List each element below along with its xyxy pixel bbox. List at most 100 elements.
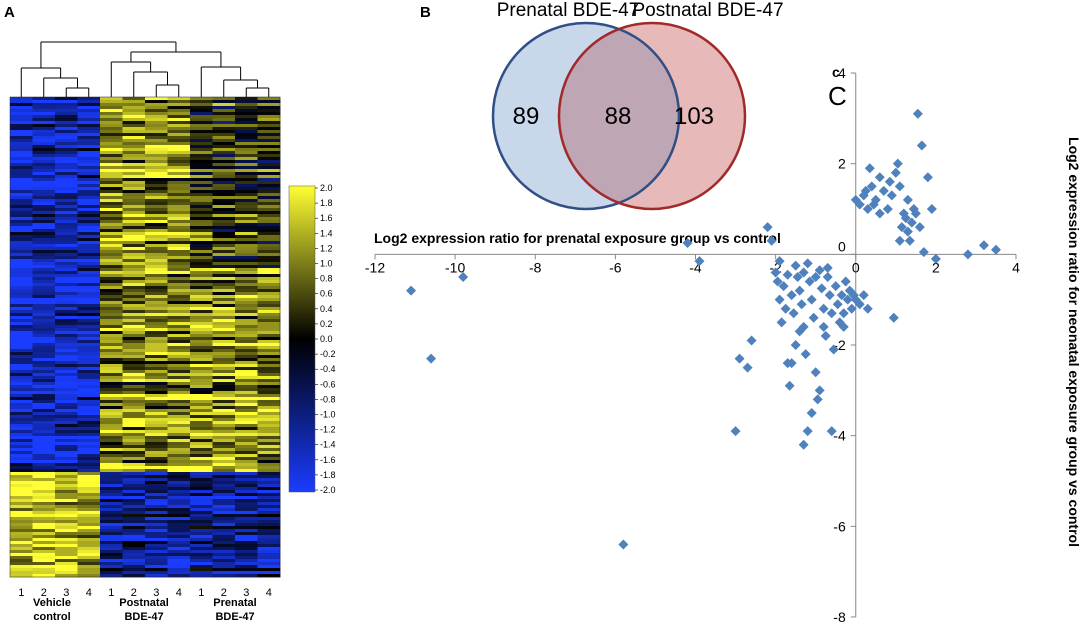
heatmap-cell [10, 136, 33, 140]
colorbar-tick-label: 1.2 [320, 243, 333, 253]
heatmap-cell [10, 517, 33, 521]
heatmap-cell [190, 316, 213, 320]
heatmap-cell [145, 532, 168, 536]
heatmap-cell [55, 184, 78, 188]
heatmap-cell [77, 199, 101, 203]
heatmap-cell [212, 142, 236, 146]
heatmap-cell [122, 514, 146, 518]
heatmap-cell [235, 274, 258, 278]
scatter-point [890, 167, 901, 178]
heatmap-cell [235, 97, 258, 101]
heatmap-cell [77, 343, 101, 347]
heatmap-cell [190, 448, 213, 452]
heatmap-cell [257, 469, 281, 473]
heatmap-cell [10, 172, 33, 176]
heatmap-cell [257, 472, 281, 476]
lane-number: 3 [153, 587, 159, 599]
heatmap-cell [257, 196, 281, 200]
heatmap-cell [122, 142, 146, 146]
heatmap-cell [145, 520, 168, 524]
heatmap-cell [235, 316, 258, 320]
scatter-point [926, 204, 937, 214]
heatmap-cell [10, 379, 33, 383]
heatmap-cell [122, 304, 146, 308]
heatmap-cell [235, 511, 258, 515]
heatmap-cell [122, 166, 146, 170]
panel-c: c C -12 -10 -8 -6 -4 -2 0 2 4 42-2-4-6-80 Log2 e… [365, 64, 1082, 625]
heatmap-cell [100, 505, 123, 509]
heatmap-cell [77, 232, 101, 236]
heatmap-cell [212, 460, 236, 464]
heatmap-cell [10, 112, 33, 116]
scatter-point [798, 267, 809, 278]
heatmap-cell [10, 154, 33, 158]
heatmap-cell [55, 337, 78, 341]
heatmap-cell [235, 160, 258, 164]
heatmap-cell [235, 154, 258, 158]
heatmap-cell [145, 139, 168, 143]
heatmap-cell [235, 397, 258, 401]
heatmap-cell [32, 229, 56, 233]
heatmap-cell [55, 397, 78, 401]
heatmap-cell [55, 292, 78, 296]
heatmap-cell [32, 295, 56, 299]
heatmap-cell [122, 412, 146, 416]
heatmap-cell [77, 136, 101, 140]
heatmap-cell [100, 547, 123, 551]
heatmap-cell [32, 526, 56, 530]
heatmap-cell [32, 331, 56, 335]
heatmap-cell [212, 466, 236, 470]
heatmap-cell [77, 175, 101, 179]
heatmap-cell [77, 169, 101, 173]
heatmap-cell [122, 157, 146, 161]
heatmap-cell [32, 532, 56, 536]
heatmap-cell [257, 565, 281, 569]
heatmap-cell [77, 217, 101, 221]
heatmap-cell [190, 334, 213, 338]
heatmap-cell [32, 130, 56, 134]
heatmap-cell [167, 454, 191, 458]
heatmap-cell [10, 334, 33, 338]
heatmap-cell [32, 355, 56, 359]
heatmap-cell [235, 175, 258, 179]
scatter-point [786, 290, 797, 301]
heatmap-cell [77, 289, 101, 293]
heatmap-cell [10, 565, 33, 569]
y-tick-label: 0 [838, 238, 846, 254]
heatmap-cell [212, 451, 236, 455]
heatmap-cell [145, 136, 168, 140]
heatmap-cell [55, 517, 78, 521]
heatmap-cell [32, 421, 56, 425]
heatmap-cell [257, 430, 281, 434]
y-tick-label: -4 [833, 428, 846, 444]
heatmap-cell [77, 139, 101, 143]
heatmap-cell [10, 532, 33, 536]
scatter-point [858, 290, 869, 301]
heatmap-cell [190, 295, 213, 299]
heatmap-cell [100, 478, 123, 482]
heatmap-cell [77, 436, 101, 440]
heatmap-cell [212, 187, 236, 191]
heatmap-cell [167, 415, 191, 419]
heatmap-cell [10, 460, 33, 464]
heatmap-cell [167, 349, 191, 353]
heatmap-cell [235, 454, 258, 458]
heatmap-cell [145, 100, 168, 104]
heatmap-cell [32, 253, 56, 257]
heatmap-cell [167, 394, 191, 398]
heatmap-cell [167, 541, 191, 545]
heatmap-cell [235, 361, 258, 365]
heatmap-cell [55, 175, 78, 179]
heatmap-cell [145, 247, 168, 251]
heatmap-cell [257, 334, 281, 338]
heatmap-cell [257, 214, 281, 218]
heatmap-cell [190, 544, 213, 548]
heatmap-cell [55, 112, 78, 116]
heatmap-cell [167, 388, 191, 392]
heatmap-cell [55, 436, 78, 440]
heatmap-cell [77, 106, 101, 110]
heatmap-cell [145, 427, 168, 431]
heatmap-cell [167, 106, 191, 110]
group-labels: Vehicle control Postnatal BDE-47 Prenata… [33, 597, 257, 623]
heatmap-cell [10, 160, 33, 164]
